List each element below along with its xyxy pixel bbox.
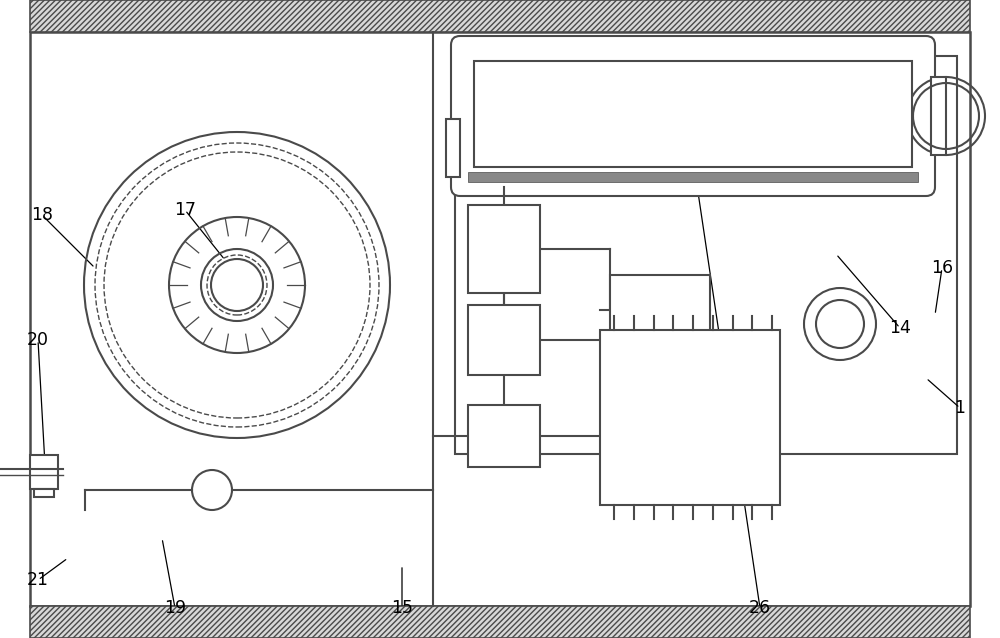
Bar — [610, 275, 710, 345]
Text: 18: 18 — [31, 206, 53, 224]
Text: 16: 16 — [931, 259, 953, 277]
Bar — [468, 205, 540, 293]
Bar — [455, 56, 957, 454]
Bar — [30, 32, 970, 606]
Bar — [34, 489, 54, 497]
Text: 1: 1 — [954, 399, 966, 417]
Text: 21: 21 — [27, 571, 49, 589]
Text: 17: 17 — [174, 201, 196, 219]
Bar — [600, 330, 780, 505]
Text: 14: 14 — [889, 319, 911, 337]
Bar — [468, 405, 540, 467]
Bar — [446, 119, 460, 177]
Bar — [474, 61, 912, 167]
Bar — [468, 305, 540, 375]
FancyBboxPatch shape — [451, 36, 935, 196]
Text: 19: 19 — [164, 599, 186, 617]
Bar — [30, 0, 970, 32]
Text: 15: 15 — [391, 599, 413, 617]
Text: 26: 26 — [749, 599, 771, 617]
Bar — [931, 77, 946, 155]
Text: 20: 20 — [27, 331, 49, 349]
Bar — [30, 455, 58, 489]
Bar — [468, 172, 918, 182]
Bar — [30, 606, 970, 638]
